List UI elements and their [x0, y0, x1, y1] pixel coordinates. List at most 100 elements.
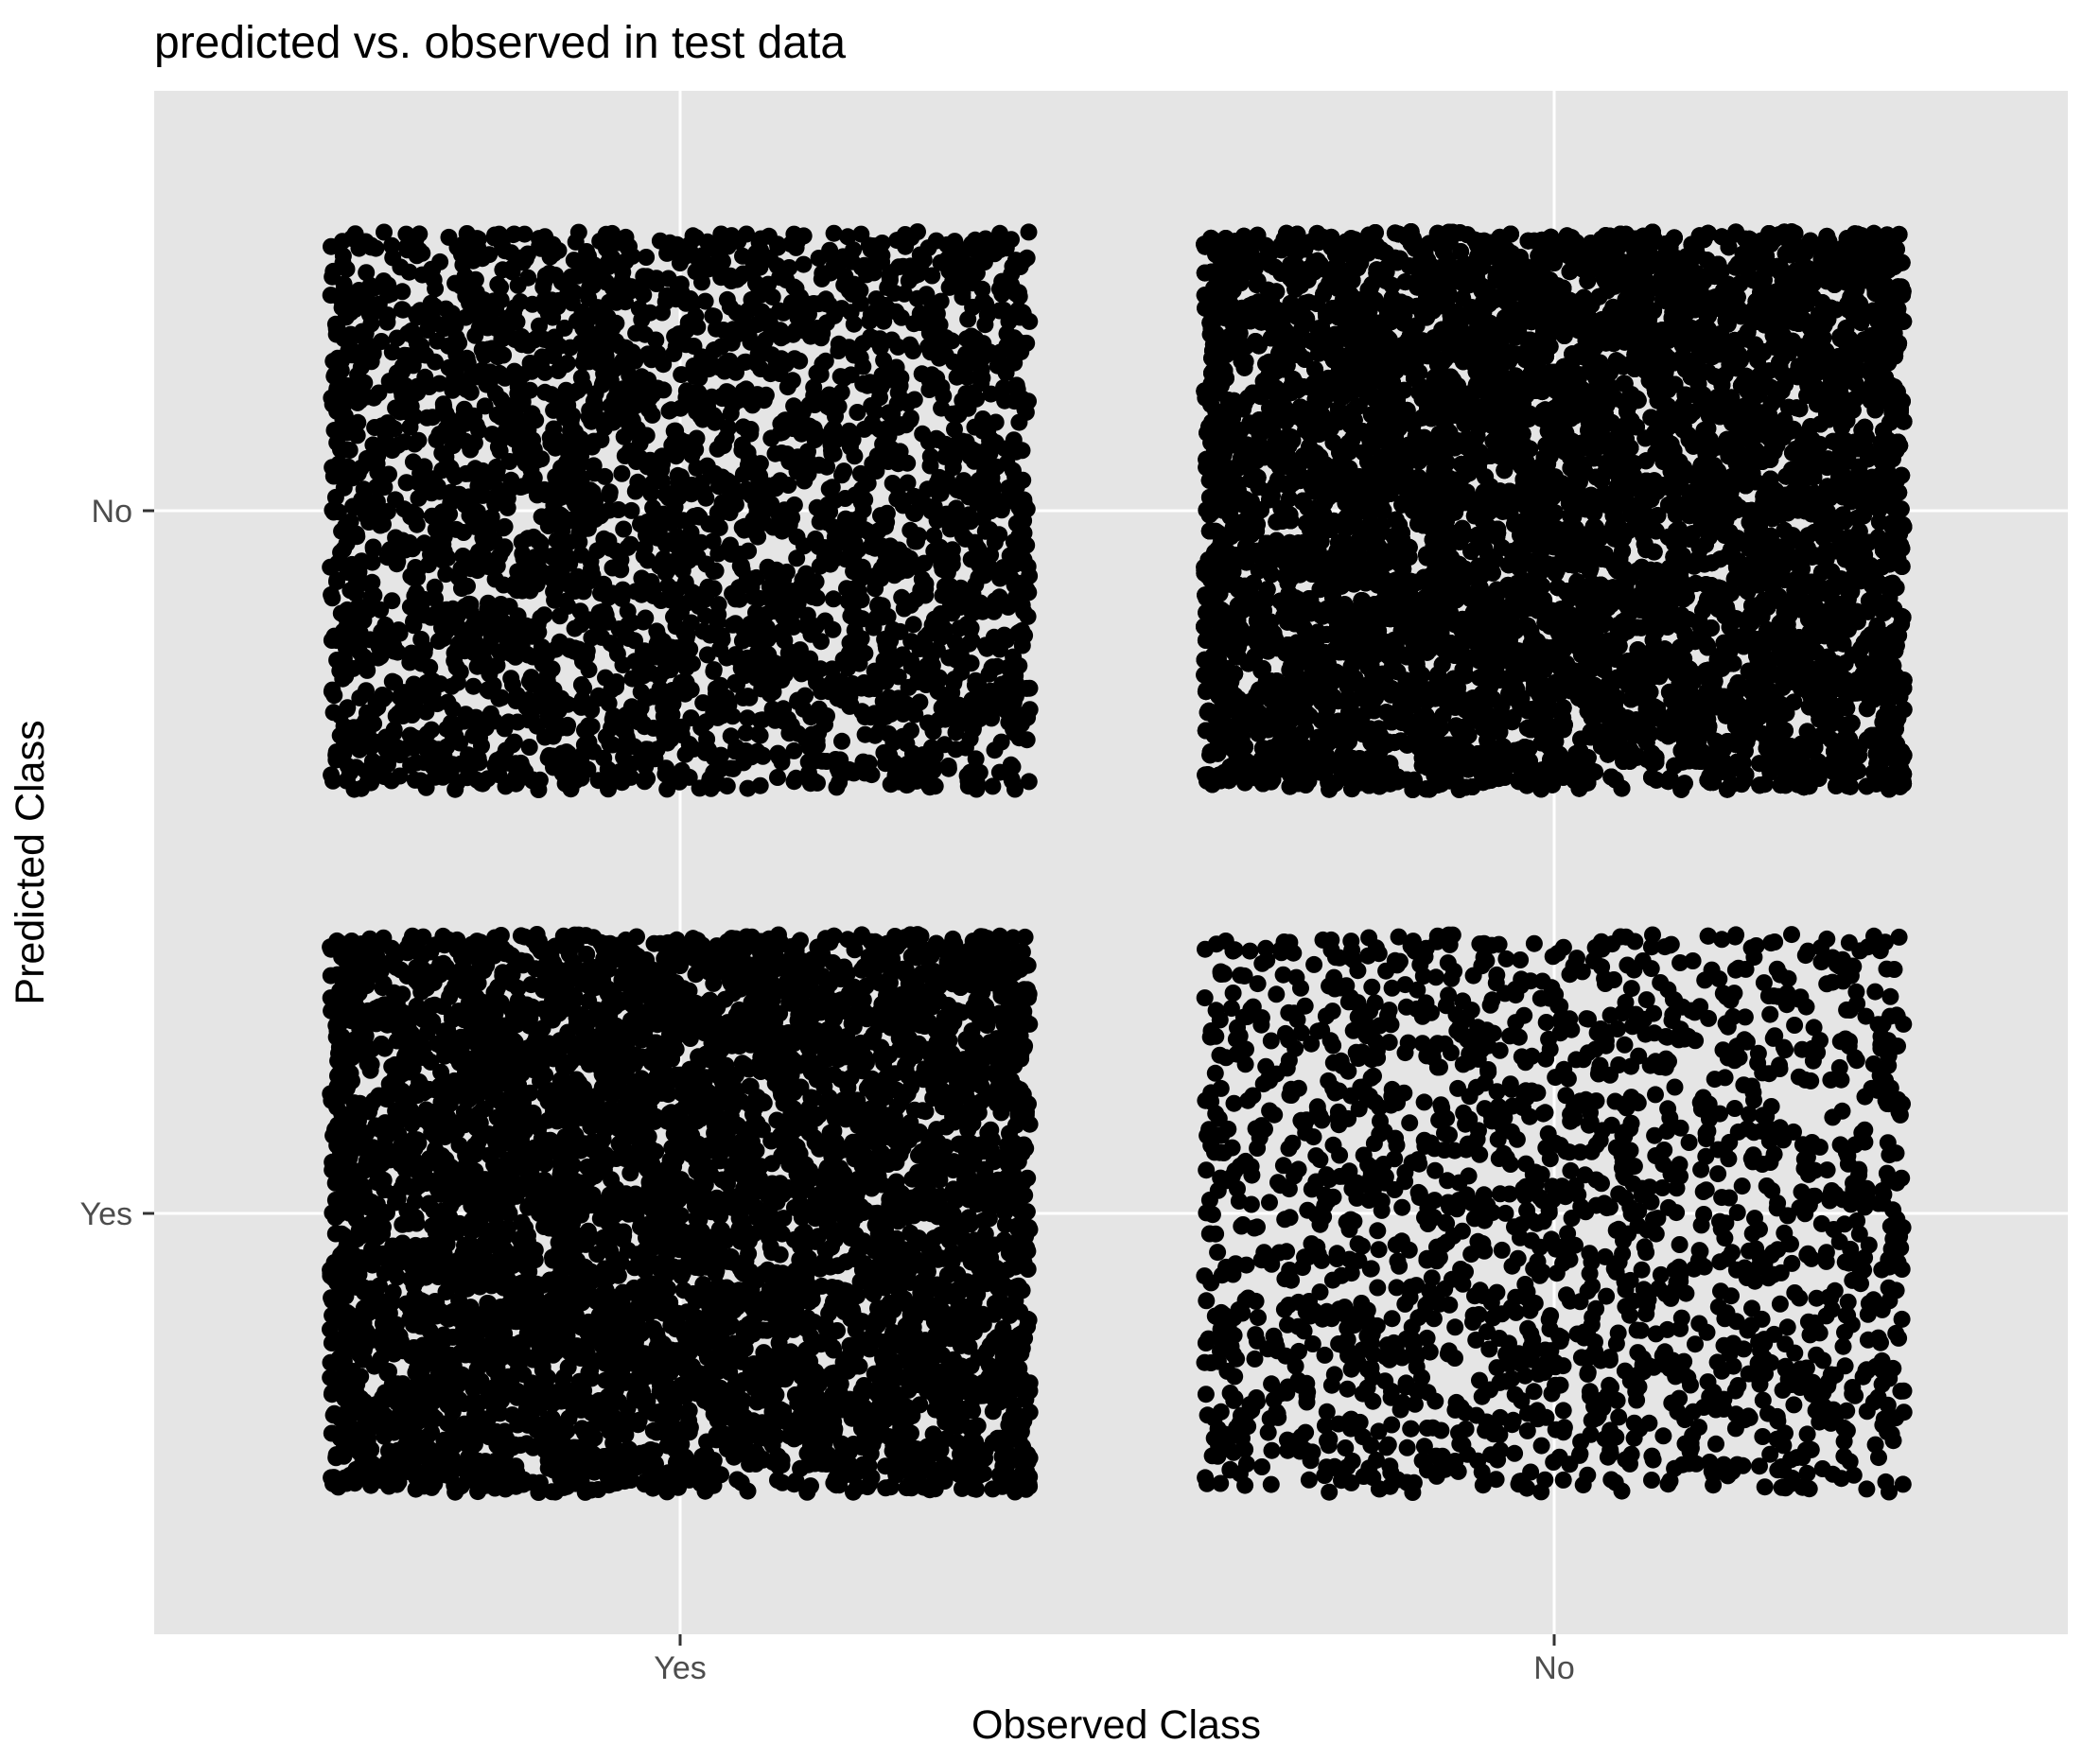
scatter-point [743, 290, 761, 308]
scatter-point [593, 628, 611, 646]
scatter-point [498, 410, 515, 427]
scatter-point [820, 386, 838, 404]
scatter-point [695, 483, 713, 501]
scatter-point [602, 397, 620, 415]
scatter-point [742, 421, 760, 438]
scatter-point [885, 285, 903, 302]
scatter-point [810, 250, 828, 267]
scatter-point [795, 255, 813, 273]
scatter-point [338, 700, 356, 718]
scatter-point [617, 627, 634, 644]
scatter-point [862, 328, 880, 346]
scatter-point [368, 493, 386, 511]
scatter-point [704, 307, 722, 325]
scatter-point [464, 677, 482, 695]
scatter-point [663, 436, 681, 454]
scatter-point [890, 541, 908, 559]
scatter-point [788, 586, 806, 604]
scatter-point [823, 422, 841, 440]
scatter-point [847, 486, 865, 504]
scatter-point [458, 276, 476, 294]
scatter-point [428, 749, 446, 767]
scatter-point [785, 496, 803, 514]
scatter-point [697, 390, 715, 408]
scatter-point [799, 753, 817, 771]
scatter-point [448, 607, 466, 625]
scatter-point [887, 303, 905, 321]
scatter-point [742, 333, 760, 351]
scatter-point [387, 399, 405, 417]
scatter-point [788, 233, 806, 251]
scatter-point [616, 447, 634, 464]
scatter-point [946, 671, 963, 689]
scatter-point [719, 237, 737, 255]
scatter-point [670, 245, 688, 263]
scatter-point [801, 775, 819, 793]
scatter-point [644, 386, 661, 404]
scatter-point [911, 693, 929, 711]
scatter-point [841, 250, 859, 267]
scatter-point [946, 585, 963, 603]
scatter-point [692, 533, 709, 551]
scatter-point [595, 316, 613, 334]
scatter-point [1004, 257, 1022, 275]
scatter-point [841, 688, 859, 706]
scatter-point [447, 520, 465, 538]
scatter-point [536, 363, 554, 381]
scatter-point [751, 726, 769, 744]
scatter-point [467, 708, 485, 726]
scatter-point [552, 689, 570, 707]
scatter-point [794, 570, 812, 588]
scatter-point [613, 768, 631, 786]
scatter-point [586, 464, 604, 482]
scatter-point [556, 546, 574, 564]
scatter-point [362, 738, 380, 756]
scatter-point [744, 253, 762, 271]
scatter-point [736, 517, 754, 535]
scatter-point [693, 348, 711, 366]
scatter-point [458, 349, 476, 367]
scatter-point [784, 325, 802, 343]
scatter-point [792, 288, 810, 306]
scatter-point [797, 464, 814, 482]
scatter-point [429, 633, 447, 650]
scatter-point [469, 477, 487, 495]
scatter-point [901, 336, 919, 354]
scatter-point [891, 443, 909, 461]
scatter-point [902, 722, 919, 740]
scatter-point [651, 232, 669, 250]
scatter-point [394, 283, 411, 301]
scatter-point [502, 471, 520, 489]
scatter-point [449, 568, 467, 586]
scatter-point [972, 346, 989, 364]
scatter-point [563, 511, 581, 529]
scatter-point [726, 673, 744, 691]
scatter-point [335, 744, 353, 762]
scatter-point [875, 351, 893, 369]
scatter-point [845, 764, 863, 782]
scatter-point [747, 603, 764, 621]
scatter-point [516, 225, 534, 243]
scatter-point [713, 494, 731, 512]
scatter-point [669, 528, 687, 546]
scatter-point [869, 522, 887, 540]
scatter-point [825, 671, 843, 689]
scatter-point [559, 396, 577, 414]
scatter-point [734, 689, 752, 706]
scatter-point [545, 758, 562, 776]
scatter-point [756, 344, 774, 362]
scatter-point [454, 548, 472, 565]
scatter-point [499, 498, 516, 516]
scatter-point [350, 563, 368, 581]
scatter-point [677, 322, 695, 340]
scatter-point [995, 378, 1012, 396]
scatter-point [601, 501, 619, 519]
scatter-point [468, 230, 486, 248]
scatter-point [898, 561, 916, 579]
scatter-point [372, 516, 389, 534]
scatter-point [866, 539, 884, 557]
scatter-point [914, 746, 932, 764]
scatter-point [712, 338, 730, 356]
scatter-point [939, 758, 957, 775]
scatter-point [405, 613, 422, 631]
